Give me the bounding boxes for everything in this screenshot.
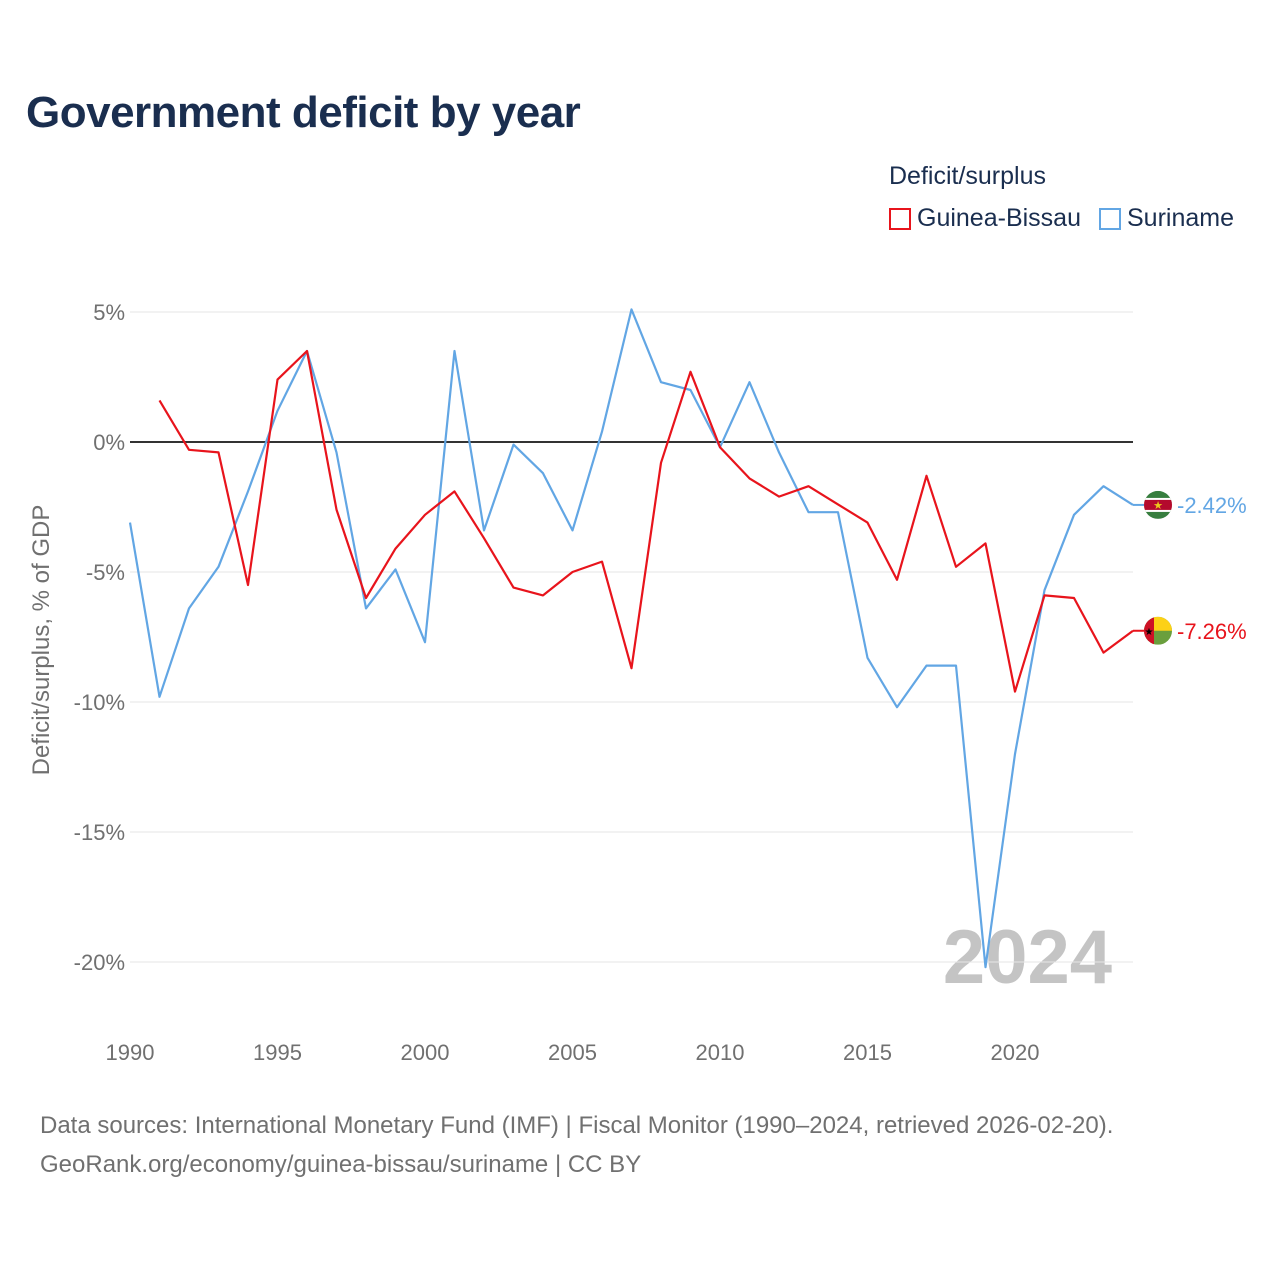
flag-icon-guinea-bissau: ★ — [1144, 616, 1172, 645]
footer-sources: Data sources: International Monetary Fun… — [40, 1112, 1114, 1139]
x-tick-label: 1990 — [106, 1040, 155, 1065]
legend-item-suriname[interactable]: Suriname — [1098, 204, 1234, 233]
legend: Guinea-Bissau Suriname — [889, 204, 1252, 233]
y-tick-label: 5% — [93, 300, 125, 325]
legend-swatch-guinea-bissau — [889, 207, 911, 230]
series-line-guinea-bissau — [158, 349, 1134, 693]
y-tick-label: -15% — [74, 820, 125, 845]
y-tick-label: -10% — [74, 690, 125, 715]
y-tick-label: 0% — [93, 430, 125, 455]
flag-icon-suriname: ★ — [1144, 490, 1172, 519]
x-tick-label: 2000 — [401, 1040, 450, 1065]
x-tick-label: 1995 — [253, 1040, 302, 1065]
x-tick-label: 2010 — [696, 1040, 745, 1065]
legend-title: Deficit/surplus — [889, 162, 1046, 190]
x-tick-label: 2015 — [843, 1040, 892, 1065]
x-tick-label: 2020 — [991, 1040, 1040, 1065]
end-label-suriname: -2.42% — [1177, 493, 1247, 518]
footer: Data sources: International Monetary Fun… — [40, 1106, 1113, 1184]
x-tick-label: 2005 — [548, 1040, 597, 1065]
year-watermark: 2024 — [943, 915, 1112, 1000]
legend-swatch-suriname — [1098, 207, 1121, 230]
legend-label-guinea-bissau: Guinea-Bissau — [917, 204, 1081, 232]
footer-link[interactable]: GeoRank.org/economy/guinea-bissau/surina… — [40, 1151, 642, 1178]
legend-label-suriname: Suriname — [1126, 204, 1234, 232]
y-tick-label: -5% — [86, 560, 125, 585]
star-icon: ★ — [1153, 499, 1163, 512]
y-tick-label: -20% — [74, 950, 125, 975]
chart-title: Government deficit by year — [26, 88, 581, 137]
series-line-suriname — [128, 308, 1134, 969]
star-icon: ★ — [1145, 627, 1154, 638]
end-label-guinea-bissau: -7.26% — [1177, 619, 1247, 644]
legend-item-guinea-bissau[interactable]: Guinea-Bissau — [889, 204, 1081, 233]
